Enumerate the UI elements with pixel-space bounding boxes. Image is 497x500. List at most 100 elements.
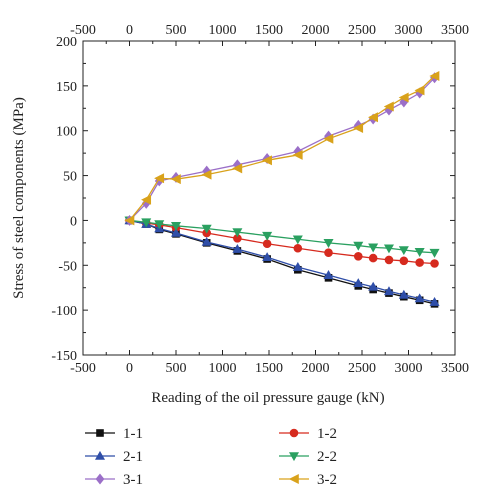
legend-marker — [95, 473, 105, 485]
data-point-2-1 — [368, 281, 379, 291]
data-point-2-2 — [292, 235, 303, 245]
legend-item-1-1: 1-1 — [85, 426, 143, 442]
data-point-3-2 — [124, 215, 135, 226]
top-x-tick-label: 1500 — [255, 23, 283, 38]
x-tick-label: 1500 — [255, 361, 283, 376]
series-3-1 — [125, 72, 439, 226]
series-line-3-2 — [128, 75, 435, 221]
data-point-2-1 — [292, 261, 303, 271]
legend-marker — [96, 429, 104, 437]
data-point-2-2 — [141, 218, 152, 228]
data-point-3-2 — [292, 149, 303, 160]
legend-item-1-2: 1-2 — [279, 426, 337, 442]
data-point-2-2 — [429, 248, 440, 258]
plot-frame — [82, 40, 456, 356]
data-point-2-2 — [353, 241, 364, 251]
data-point-2-2 — [383, 244, 394, 254]
legend-label: 1-1 — [123, 426, 143, 442]
legend-marker — [94, 450, 106, 460]
data-point-1-2 — [384, 255, 394, 265]
top-x-tick-label: -500 — [70, 23, 96, 38]
top-x-tick-label: 3500 — [441, 23, 469, 38]
data-point-1-2 — [262, 239, 272, 249]
x-tick-label: 3000 — [395, 361, 423, 376]
series-3-2 — [124, 71, 440, 226]
data-point-3-2 — [429, 71, 440, 81]
data-point-2-1 — [398, 289, 409, 299]
data-point-1-2 — [430, 259, 439, 268]
series-2-2 — [124, 216, 440, 258]
data-point-2-1 — [232, 244, 243, 253]
data-point-1-2 — [368, 253, 378, 263]
data-point-1-2 — [324, 248, 333, 258]
x-tick-label: 500 — [166, 361, 187, 376]
legend-label: 3-2 — [317, 472, 337, 488]
data-point-3-2 — [414, 85, 425, 96]
legend-marker — [288, 452, 300, 462]
series-line-3-1 — [129, 77, 436, 221]
legend-label: 2-2 — [317, 449, 337, 465]
top-x-tick-label: 2000 — [302, 23, 330, 38]
data-point-1-2 — [353, 252, 363, 261]
plot-area — [124, 71, 440, 308]
data-point-2-2 — [414, 248, 425, 257]
legend: 1-1 1-2 2-1 2-2 3-1 3-2 — [85, 426, 337, 488]
data-point-2-2 — [170, 222, 182, 231]
data-point-3-2 — [383, 101, 394, 112]
data-point-1-2 — [415, 258, 424, 267]
y-tick-label: -150 — [51, 349, 77, 364]
axes: -500-50000500500100010001500150020002000… — [51, 23, 469, 376]
data-point-2-2 — [201, 224, 212, 234]
data-point-2-1 — [429, 296, 440, 306]
data-point-2-2 — [154, 220, 165, 230]
data-point-2-2 — [262, 231, 273, 241]
data-point-3-2 — [170, 174, 181, 185]
y-tick-label: 200 — [56, 35, 77, 50]
data-point-2-1 — [201, 236, 212, 246]
y-tick-label: 100 — [56, 125, 77, 140]
x-tick-label: 2500 — [348, 361, 376, 376]
y-tick-label: 0 — [70, 214, 77, 229]
x-axis-label: Reading of the oil pressure gauge (kN) — [151, 390, 384, 406]
y-tick-label: -50 — [58, 259, 77, 274]
data-point-2-1 — [170, 227, 182, 237]
x-tick-label: 1000 — [209, 361, 237, 376]
data-point-3-2 — [261, 155, 272, 166]
top-x-tick-label: 0 — [126, 23, 133, 38]
data-point-2-2 — [232, 228, 243, 238]
legend-item-3-1: 3-1 — [85, 472, 143, 488]
data-point-3-2 — [154, 173, 165, 184]
legend-marker — [288, 474, 299, 484]
y-tick-label: 50 — [63, 170, 77, 185]
data-point-3-2 — [201, 169, 212, 180]
top-x-tick-label: 1000 — [209, 23, 237, 38]
legend-label: 2-1 — [123, 449, 143, 465]
data-point-3-2 — [232, 163, 243, 174]
legend-label: 3-1 — [123, 472, 143, 488]
data-point-2-1 — [414, 293, 425, 303]
y-tick-label: 150 — [56, 80, 77, 95]
data-point-3-2 — [141, 194, 152, 205]
data-point-3-2 — [323, 133, 334, 144]
data-point-2-2 — [368, 243, 379, 253]
legend-item-3-2: 3-2 — [279, 472, 337, 488]
legend-marker — [289, 428, 299, 438]
data-point-2-2 — [323, 239, 334, 248]
legend-label: 1-2 — [317, 426, 337, 442]
data-point-1-2 — [293, 243, 303, 253]
x-tick-label: 2000 — [302, 361, 330, 376]
data-point-2-1 — [323, 270, 334, 279]
data-point-2-1 — [262, 252, 273, 262]
top-x-tick-label: 3000 — [395, 23, 423, 38]
x-tick-label: 3500 — [441, 361, 469, 376]
data-point-2-1 — [383, 286, 394, 296]
data-point-2-2 — [398, 246, 409, 256]
y-axis-label: Stress of steel components (MPa) — [11, 97, 27, 299]
x-tick-label: -500 — [70, 361, 96, 376]
top-x-tick-label: 2500 — [348, 23, 376, 38]
x-tick-label: 0 — [126, 361, 133, 376]
data-point-3-2 — [398, 92, 409, 103]
top-x-tick-label: 500 — [166, 23, 187, 38]
legend-item-2-2: 2-2 — [279, 449, 337, 465]
